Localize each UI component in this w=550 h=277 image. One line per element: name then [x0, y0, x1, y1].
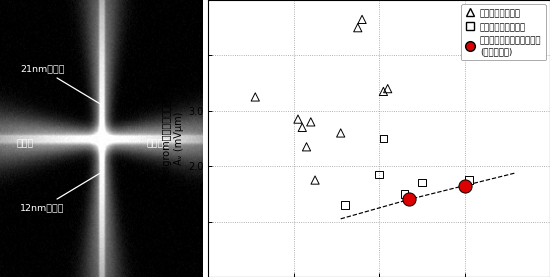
Point: [340, 203, 349, 207]
Point: [358, 17, 366, 22]
Text: ソース: ソース: [16, 140, 34, 148]
Point: [379, 136, 388, 141]
Point: [354, 25, 362, 30]
Point: [464, 178, 473, 182]
Point: [383, 86, 392, 91]
Text: ドレイン: ドレイン: [146, 140, 169, 148]
Point: [460, 183, 469, 188]
Point: [379, 89, 388, 94]
Point: [251, 95, 260, 99]
Point: [417, 181, 426, 185]
Point: [400, 192, 409, 196]
Y-axis label: Pelgromプロットの傾き
Aᵥ (mVμm): Pelgromプロットの傾き Aᵥ (mVμm): [161, 98, 184, 179]
Point: [298, 125, 307, 130]
Point: [302, 145, 311, 149]
Point: [311, 178, 320, 182]
Point: [375, 172, 383, 177]
Text: 12nmフィン: 12nmフィン: [20, 173, 100, 212]
Legend: 通常トランジスタ, 無添加トランジスタ, 産総研フィントランジスタ
(今回の成果): 通常トランジスタ, 無添加トランジスタ, 産総研フィントランジスタ (今回の成果…: [461, 4, 546, 60]
Point: [306, 120, 315, 124]
Point: [294, 117, 302, 121]
Text: 21nmゲート: 21nmゲート: [20, 65, 100, 104]
Point: [405, 197, 414, 202]
Point: [336, 131, 345, 135]
